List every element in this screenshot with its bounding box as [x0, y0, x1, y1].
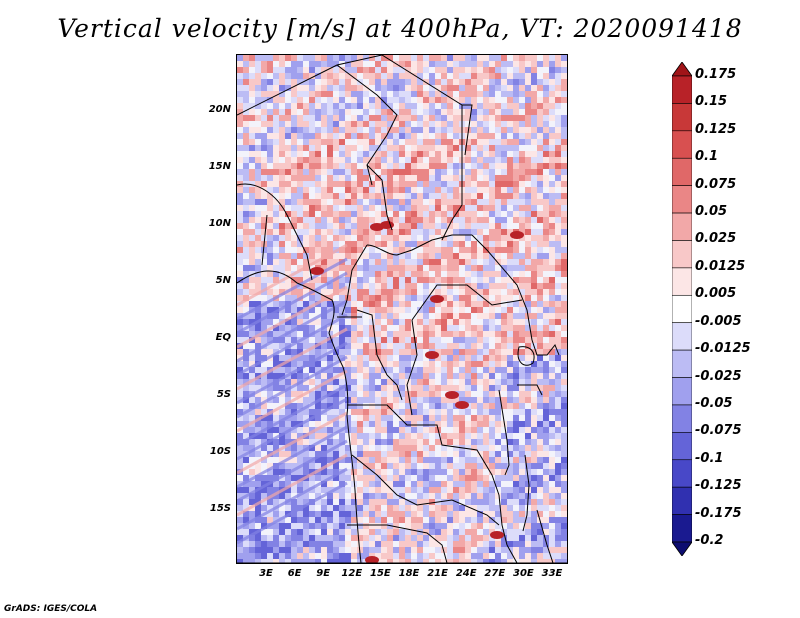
colorbar-label: 0.075 [695, 176, 737, 192]
colorbar-box [672, 103, 692, 132]
lon-label: 24E [455, 568, 477, 579]
lat-label: 15N [208, 161, 231, 172]
colorbar-label: -0.2 [695, 533, 724, 548]
grads-credit: GrADS: IGES/COLA [4, 604, 98, 614]
colorbar-label: -0.025 [695, 368, 742, 384]
lat-label: 10N [208, 218, 231, 229]
colorbar-label: 0.05 [695, 204, 728, 220]
colorbar-label: -0.175 [695, 505, 742, 521]
colorbar-box [672, 349, 692, 378]
colorbar-box [672, 294, 692, 324]
vertical-velocity-field [237, 55, 567, 563]
lat-label: 20N [208, 104, 231, 115]
colorbar-box [672, 514, 692, 543]
lon-label: 15E [370, 568, 391, 579]
colorbar-box [672, 377, 692, 406]
lon-label: 21E [427, 568, 448, 579]
colorbar-box [672, 130, 692, 159]
lat-label: 10S [209, 446, 231, 457]
colorbar-label: -0.005 [695, 313, 742, 329]
lon-label: 18E [398, 568, 420, 579]
map-panel [236, 54, 568, 564]
colorbar-box [672, 240, 692, 269]
colorbar-label: -0.075 [695, 423, 742, 439]
colorbar-label: 0.175 [695, 67, 737, 82]
colorbar-label: -0.0125 [695, 341, 751, 357]
chart-title: Vertical velocity [m/s] at 400hPa, VT: 2… [57, 14, 743, 43]
colorbar-label: -0.125 [695, 478, 742, 494]
lat-label: 15S [209, 503, 231, 514]
colorbar-box [672, 459, 692, 488]
colorbar-box [672, 404, 692, 433]
colorbar-box [672, 432, 692, 461]
colorbar-box [672, 157, 692, 186]
colorbar-box [672, 267, 692, 296]
lat-label: 5S [216, 389, 231, 400]
colorbar-label: -0.1 [695, 450, 724, 466]
colorbar-label: 0.125 [695, 121, 737, 137]
lon-label: 12E [341, 568, 363, 579]
lon-label: 30E [513, 568, 534, 579]
colorbar-upper-triangle [672, 62, 692, 77]
colorbar-label: 0.15 [695, 94, 728, 110]
lon-label: 9E [316, 568, 331, 579]
lat-label: 5N [215, 275, 231, 286]
lon-label: 3E [259, 568, 273, 579]
colorbar-box [672, 486, 692, 515]
country-borders [237, 55, 567, 563]
colorbar-label: 0.005 [695, 286, 737, 302]
colorbar-lower-triangle [672, 541, 692, 556]
colorbar [672, 62, 692, 556]
lon-label: 27E [484, 568, 506, 579]
lat-label: EQ [215, 332, 231, 343]
colorbar-label: 0.0125 [695, 258, 746, 274]
lon-label: 33E [541, 568, 563, 579]
colorbar-box [672, 212, 692, 241]
colorbar-box [672, 75, 692, 104]
colorbar-box [672, 185, 692, 214]
colorbar-box [672, 322, 692, 351]
colorbar-label: 0.025 [695, 231, 737, 247]
colorbar-label: 0.1 [695, 149, 719, 165]
colorbar-label: -0.05 [695, 395, 733, 411]
lon-label: 6E [287, 568, 302, 579]
